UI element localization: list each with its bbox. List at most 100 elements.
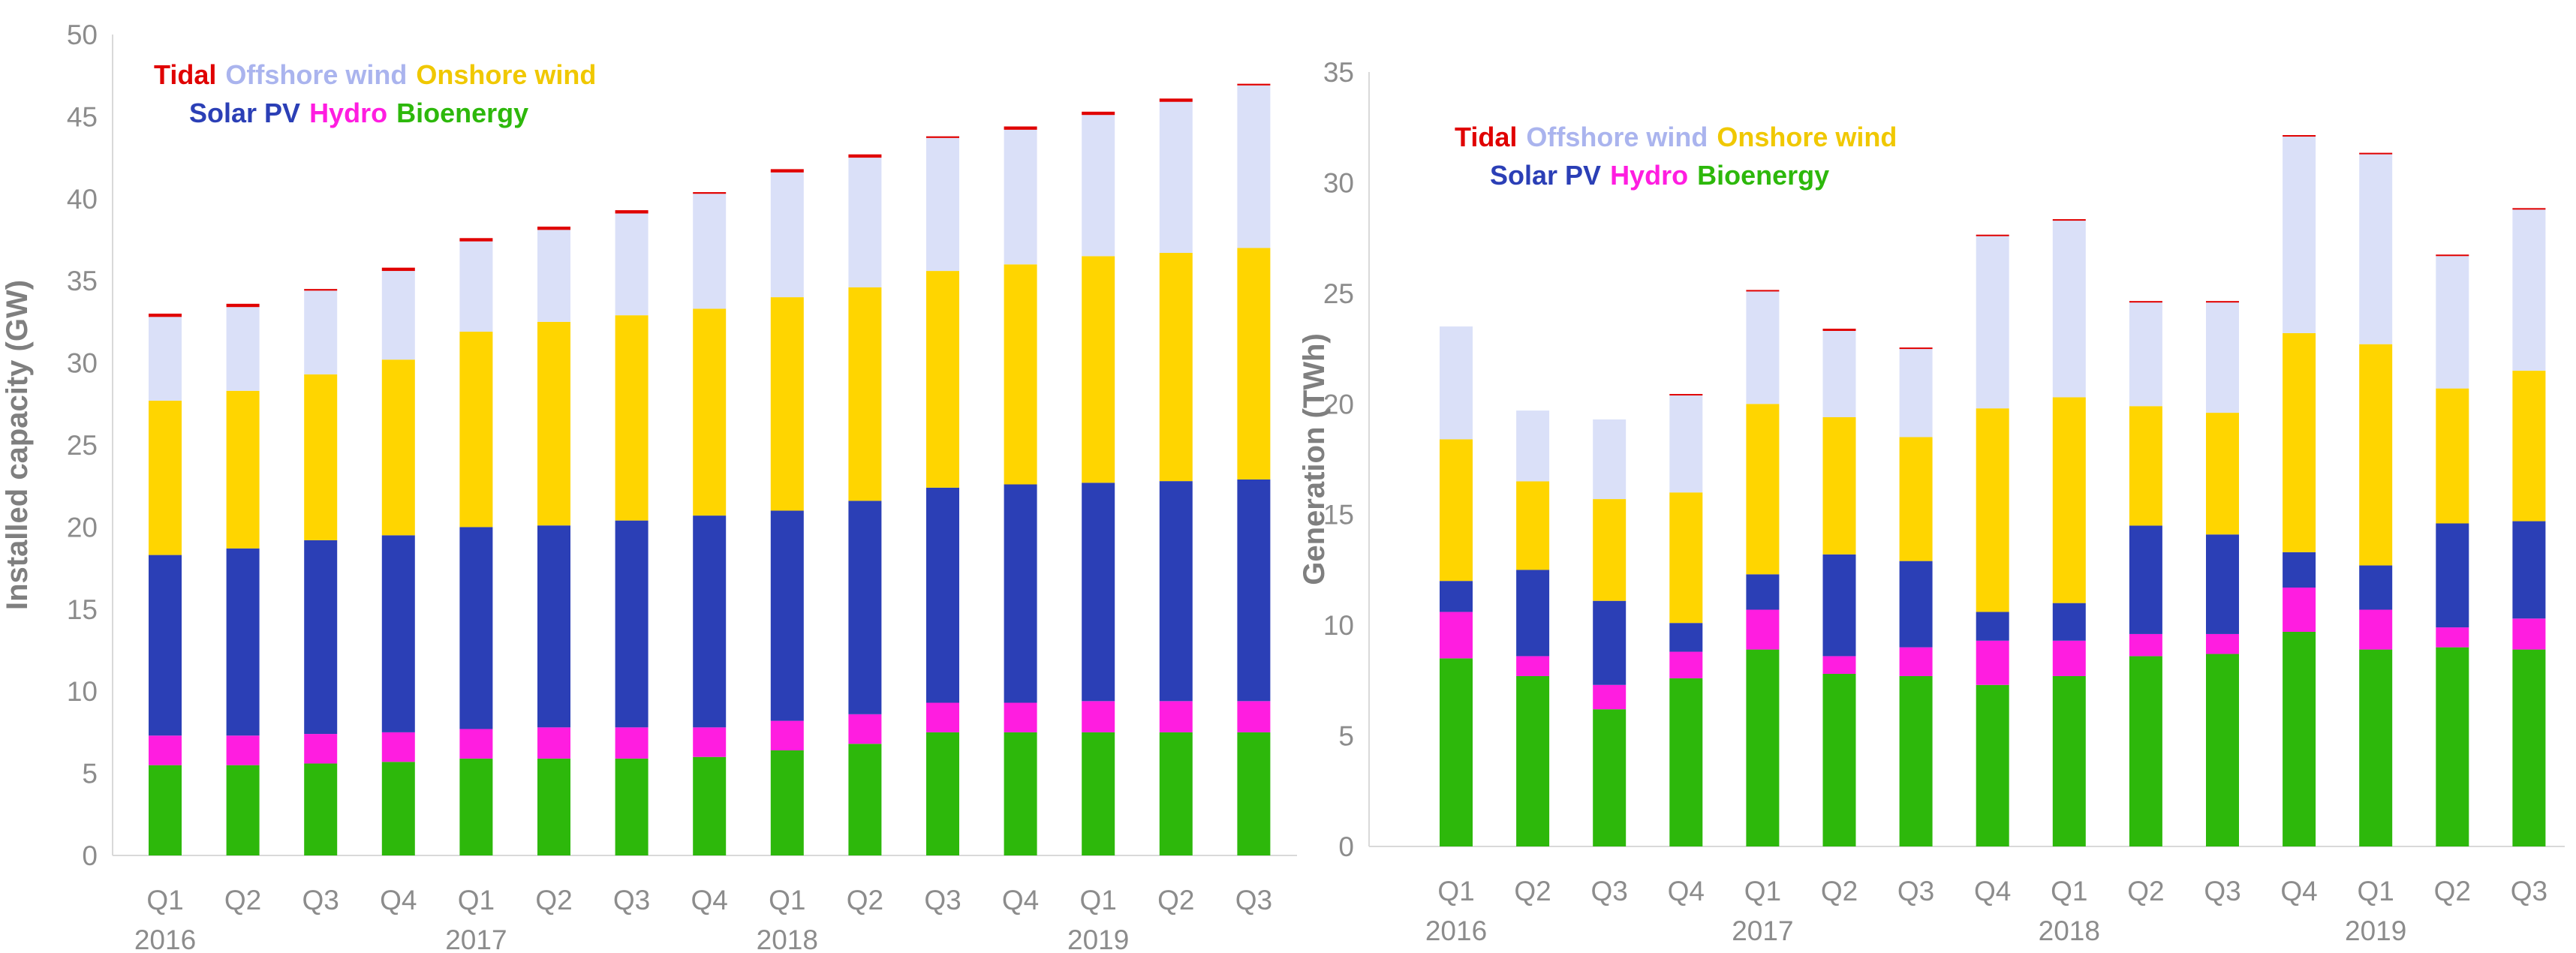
bar-offshore-wind [615,213,649,316]
bar-hydro [1004,702,1037,732]
bar-offshore-wind [381,271,415,360]
bar-offshore-wind [2283,136,2316,333]
bar-offshore-wind [459,241,493,332]
bar-bioenergy [615,758,649,855]
x-tick-label: Q2 [1821,876,1858,906]
bar-hydro [848,714,882,744]
bar-hydro [1899,647,1933,676]
y-tick-label: 0 [82,840,98,871]
legend-entry-bioenergy: Bioenergy [1697,160,1829,191]
bar-offshore-wind [1669,395,1703,493]
bar-offshore-wind [1082,115,1115,257]
bar-hydro [1516,656,1550,676]
x-tick-label: Q2 [2127,876,2164,906]
y-tick-label: 10 [67,676,98,707]
bar-hydro [304,734,338,764]
bar-hydro [1237,701,1271,732]
bar-hydro [381,732,415,762]
y-tick-label: 20 [67,512,98,543]
bar-tidal [1822,329,1856,331]
legend-entry-tidal: Tidal [154,59,216,90]
bar-bioenergy [1440,658,1473,846]
bar-solar-pv [226,548,260,736]
bar-offshore-wind [226,307,260,391]
bar-offshore-wind [2436,255,2469,389]
generation-chart: 0 5 10 15 20 25 30 35 Generation (TWh) Q1 Q2 Q3 Q4 Q1… [1298,57,2565,946]
bar-bioenergy [1516,675,1550,846]
bar-offshore-wind [1159,101,1193,254]
legend-entry-solar-pv: Solar PV [189,98,300,128]
y-axis-label: Generation (TWh) [1298,333,1331,585]
y-tick-label: 30 [67,348,98,379]
x-tick-label: Q4 [2280,876,2317,906]
bar-solar-pv [1976,612,2009,641]
bar-hydro [459,729,493,759]
bar-hydro [1976,640,2009,685]
bar-offshore-wind [770,172,804,298]
x-tick-label: Q1 [1437,876,1474,906]
bar-tidal [1746,290,1780,292]
y-tick-label: 20 [1323,389,1354,419]
bar-tidal [926,136,959,138]
bar-onshore-wind [926,271,959,488]
bar-hydro [926,702,959,732]
bar-tidal [2436,254,2469,257]
y-tick-label: 10 [1323,610,1354,641]
bar-onshore-wind [2359,344,2393,566]
bar-onshore-wind [2052,397,2086,603]
bar-tidal [2129,301,2162,303]
bar-offshore-wind [2052,220,2086,398]
bar-bioenergy [1004,732,1037,855]
bar-bioenergy [2052,675,2086,846]
bar-tidal [226,303,260,308]
bar-offshore-wind [1899,348,1933,437]
bar-hydro [1159,701,1193,732]
bar-bioenergy [304,763,338,855]
bar-tidal [2052,219,2086,221]
bar-onshore-wind [1004,264,1037,485]
year-label: 2017 [445,924,507,953]
bar-onshore-wind [1082,256,1115,483]
bar-tidal [1237,83,1271,86]
bar-onshore-wind [2512,371,2546,522]
bar-tidal [2359,152,2393,155]
bar-solar-pv [1593,600,1627,685]
bar-solar-pv [2436,523,2469,628]
bar-hydro [615,727,649,759]
x-tick-label: Q2 [2434,876,2471,906]
bar-hydro [2052,640,2086,676]
bar-hydro [2129,633,2162,657]
year-label: 2018 [757,924,818,953]
bar-offshore-wind [1237,85,1271,248]
y-tick-label: 25 [1323,278,1354,309]
bar-tidal [848,154,882,158]
bar-hydro [2283,588,2316,632]
bar-hydro [1822,656,1856,675]
x-tick-label: Q3 [613,885,650,915]
bar-hydro [693,727,727,757]
bar-onshore-wind [2283,332,2316,552]
x-tick-label: Q3 [1235,885,1272,915]
x-tick-label: Q4 [1002,885,1039,915]
bar-offshore-wind [1004,129,1037,265]
legend-entry-bioenergy: Bioenergy [396,98,528,128]
y-axis-label: Installed capacity (GW) [1,280,34,610]
bar-hydro [226,735,260,765]
bar-solar-pv [2359,565,2393,610]
bar-onshore-wind [1440,439,1473,582]
legend-entry-offshore-wind: Offshore wind [225,59,407,90]
bar-offshore-wind [537,230,570,322]
bar-solar-pv [1899,561,1933,648]
x-tick-label: Q3 [1591,876,1628,906]
legend-entry-tidal: Tidal [1455,122,1517,152]
bar-onshore-wind [2436,388,2469,524]
bar-offshore-wind [1516,410,1550,482]
bar-onshore-wind [537,321,570,526]
bar-offshore-wind [2206,302,2239,413]
bar-hydro [1440,612,1473,659]
bar-solar-pv [1516,570,1550,657]
bar-hydro [537,727,570,759]
bar-offshore-wind [848,158,882,287]
x-tick-label: Q1 [458,885,495,915]
